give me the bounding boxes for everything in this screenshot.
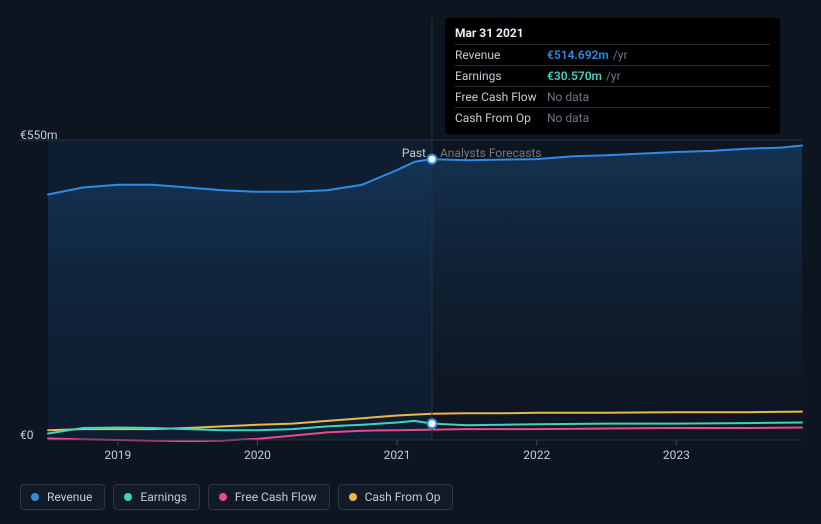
x-axis-label: 2022 [523, 448, 550, 462]
tooltip-key: Free Cash Flow [455, 88, 547, 106]
legend-item-revenue[interactable]: Revenue [20, 484, 105, 510]
legend-label: Free Cash Flow [235, 490, 317, 504]
tooltip-row: Earnings€30.570m/yr [455, 65, 770, 86]
tooltip-date: Mar 31 2021 [455, 24, 770, 44]
legend-dot-icon [124, 493, 132, 501]
tooltip-value: No data [547, 109, 589, 127]
legend-dot-icon [349, 493, 357, 501]
legend-label: Revenue [47, 490, 92, 504]
marker-earnings [427, 419, 436, 428]
tooltip-row: Cash From OpNo data [455, 107, 770, 128]
tooltip-key: Revenue [455, 46, 547, 64]
tooltip-key: Earnings [455, 67, 547, 85]
legend-item-free_cash_flow[interactable]: Free Cash Flow [208, 484, 330, 510]
past-label: Past [392, 146, 426, 160]
x-axis-label: 2023 [663, 448, 690, 462]
tooltip-row: Revenue€514.692m/yr [455, 44, 770, 65]
legend-label: Earnings [140, 490, 187, 504]
tooltip-row: Free Cash FlowNo data [455, 86, 770, 107]
x-axis-label: 2019 [104, 448, 131, 462]
analysts-forecasts-label: Analysts Forecasts [440, 146, 542, 160]
tooltip-value: €30.570m [547, 67, 602, 85]
chart-tooltip: Mar 31 2021 Revenue€514.692m/yrEarnings€… [445, 18, 780, 134]
x-axis-label: 2021 [384, 448, 411, 462]
tooltip-unit: /yr [606, 67, 621, 85]
legend-dot-icon [31, 493, 39, 501]
chart-legend: Revenue Earnings Free Cash Flow Cash From O… [20, 484, 453, 510]
tooltip-key: Cash From Op [455, 109, 547, 127]
legend-label: Cash From Op [365, 490, 441, 504]
y-axis-label: €0 [20, 428, 34, 442]
legend-item-cash_from_op[interactable]: Cash From Op [338, 484, 454, 510]
legend-dot-icon [219, 493, 227, 501]
marker-revenue [427, 155, 436, 164]
tooltip-value: No data [547, 88, 589, 106]
tooltip-unit: /yr [613, 46, 628, 64]
x-axis-label: 2020 [244, 448, 271, 462]
y-axis-label: €550m [20, 128, 58, 142]
tooltip-value: €514.692m [547, 46, 609, 64]
legend-item-earnings[interactable]: Earnings [113, 484, 200, 510]
